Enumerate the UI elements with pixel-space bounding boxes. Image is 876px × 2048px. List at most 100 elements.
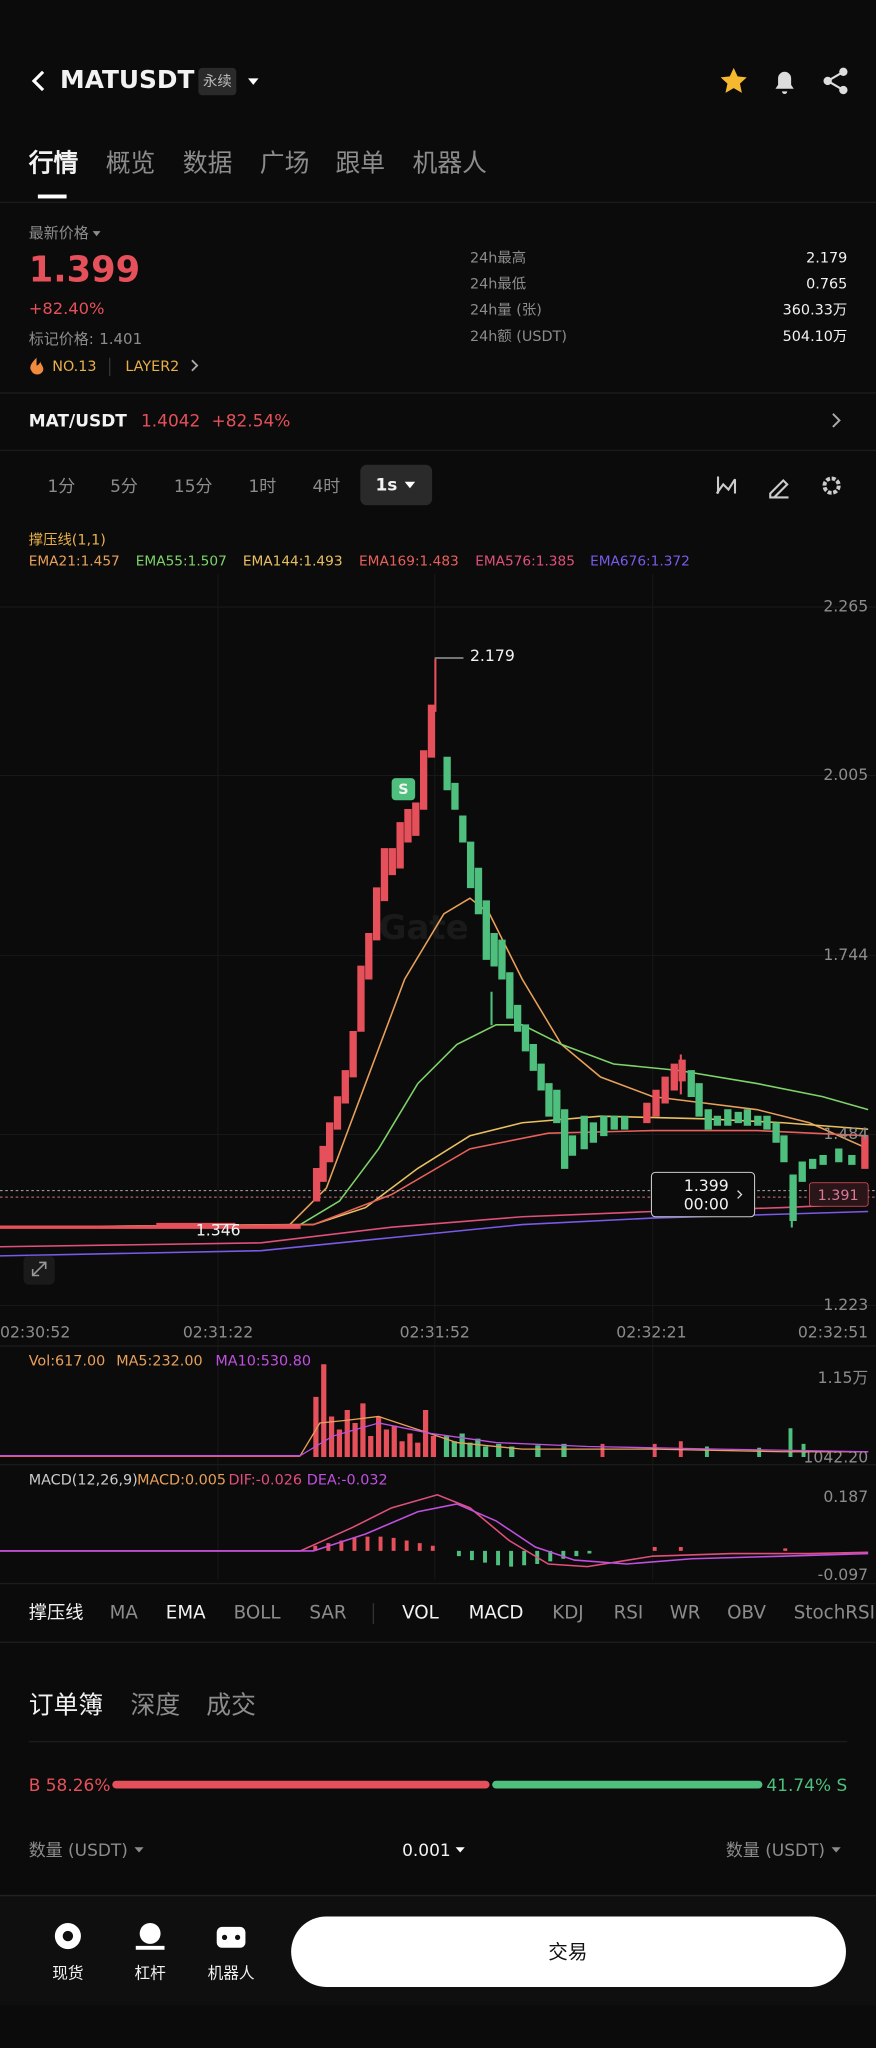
trade-button[interactable] [291, 1916, 846, 1987]
dif-line [0, 1493, 869, 1568]
tabs[interactable]: 行情 概览 数据 广场 跟单 机器人 [28, 148, 487, 177]
orderbook-tab[interactable]: 深度 [131, 1690, 181, 1719]
alert[interactable] [775, 71, 794, 94]
nav-item[interactable]: 机器人 [208, 1963, 255, 1982]
low-label: 1.346 [196, 1221, 241, 1240]
orderbook-columns[interactable]: 数量 (USDT) 0.001 数量 (USDT) [29, 1841, 841, 1861]
draw-icon[interactable] [769, 478, 789, 499]
ema-label: EMA144:1.493 [243, 553, 343, 569]
bot-icon[interactable] [216, 1926, 246, 1948]
column-header[interactable]: 数量 (USDT) [726, 1841, 825, 1861]
spot-pair[interactable]: MAT/USDT [29, 412, 128, 432]
price-axis: 2.265 2.005 1.744 1.484 1.223 [823, 597, 868, 1314]
settings-icon[interactable] [822, 476, 841, 495]
column-header[interactable]: 数量 (USDT) [29, 1841, 128, 1861]
interval[interactable]: 5分 [110, 477, 138, 497]
interval[interactable]: 1分 [47, 477, 75, 497]
expand-icon [31, 1261, 47, 1277]
indicator-icon[interactable] [715, 476, 737, 495]
orderbook-tab[interactable]: 订单簿 [29, 1690, 103, 1719]
chevron [737, 1190, 743, 1199]
ema-labels: EMA21:1.457 EMA55:1.507 EMA144:1.493 EMA… [29, 553, 690, 569]
back-button[interactable] [31, 70, 45, 92]
chevron [191, 359, 199, 372]
trade-label[interactable]: 交易 [548, 1941, 587, 1964]
tab[interactable]: 跟单 [336, 148, 386, 177]
nav-labels[interactable]: 现货 杠杆 机器人 [52, 1963, 255, 1982]
dropdown[interactable] [248, 78, 259, 85]
indicator-tab[interactable]: 撑压线 [29, 1603, 84, 1624]
spot-change: +82.54% [211, 412, 290, 432]
orderbook-tab[interactable]: 成交 [206, 1690, 256, 1719]
margin-icon[interactable] [139, 1923, 161, 1944]
chevron[interactable] [832, 413, 841, 428]
content: MATUSDT 永续 行情 概览 数据 广场 跟单 机器人 最新价格 1.399… [0, 65, 876, 2006]
favorite[interactable] [720, 67, 747, 93]
indicator-tab[interactable]: MA [110, 1603, 139, 1624]
change: +82.40% [29, 299, 105, 318]
indicator-tab[interactable]: RSI [614, 1603, 644, 1624]
price-tick: 1.484 [823, 1124, 868, 1143]
expand-button[interactable] [23, 1255, 55, 1285]
stat-label: 24h量 (张) [470, 302, 542, 319]
sector[interactable]: LAYER2 [125, 359, 179, 375]
indicator-tab[interactable]: MACD [469, 1603, 524, 1624]
price-tick: 2.265 [823, 597, 868, 616]
caret [134, 1847, 144, 1853]
indicator-tab[interactable]: BOLL [234, 1603, 282, 1624]
share [825, 70, 844, 91]
time-tick: 02:31:22 [183, 1322, 253, 1341]
macd-tick: -0.097 [818, 1565, 868, 1584]
tab[interactable]: 数据 [183, 148, 233, 177]
current-price: 1.399 [684, 1176, 729, 1195]
tab[interactable]: 机器人 [413, 148, 487, 177]
ema-lines [0, 897, 869, 1228]
interval-active-box[interactable] [360, 464, 433, 506]
volume-label: Vol:617.00 [29, 1354, 106, 1370]
flame [30, 357, 44, 375]
nav-item[interactable]: 杠杆 [134, 1963, 166, 1982]
time-tick: 02:30:52 [0, 1322, 70, 1341]
nav-item[interactable]: 现货 [52, 1963, 83, 1982]
indicator-tab[interactable]: KDJ [552, 1603, 583, 1624]
indicator-tab[interactable]: StochRSI [794, 1603, 875, 1624]
indicator-tab[interactable]: VOL [402, 1603, 440, 1624]
stat-label: 24h最低 [470, 276, 526, 293]
volume-labels: Vol:617.00 MA5:232.00 MA10:530.80 1.15万 … [29, 1354, 868, 1467]
price-tick: 2.005 [823, 765, 868, 784]
right-price: 1.391 [818, 1188, 859, 1204]
rank: NO.13 [52, 359, 96, 375]
orderbook-tabs[interactable]: 订单簿 深度 成交 [29, 1690, 256, 1719]
interval[interactable]: 1s [375, 476, 397, 496]
indicator-tab[interactable]: SAR [309, 1603, 346, 1624]
precision[interactable]: 0.001 [402, 1841, 451, 1861]
tab[interactable]: 概览 [106, 148, 156, 177]
signal-badge [391, 778, 416, 801]
interval[interactable]: 15分 [174, 477, 213, 497]
stat-value: 360.33万 [783, 303, 848, 319]
ema-label: EMA55:1.507 [136, 553, 227, 569]
stat-label: 24h额 (USDT) [470, 328, 567, 345]
symbol: MATUSDT [60, 65, 194, 94]
current-price-box[interactable] [650, 1171, 756, 1218]
share [839, 85, 848, 95]
indicator-tab[interactable]: OBV [727, 1603, 766, 1624]
countdown: 00:00 [684, 1194, 729, 1213]
indicator-name: 撑压线(1,1) [29, 531, 106, 548]
macd-tick: 0.187 [823, 1487, 868, 1506]
indicator-tab[interactable]: EMA [166, 1603, 206, 1624]
stat-value: 0.765 [806, 277, 847, 293]
indicator-tab[interactable]: WR [670, 1603, 701, 1624]
intervals[interactable]: 1分 5分 15分 1时 4时 1s [47, 464, 433, 506]
share[interactable] [823, 67, 848, 95]
interval[interactable]: 1时 [249, 477, 277, 497]
bot-eye [234, 1934, 241, 1940]
tab[interactable]: 广场 [260, 148, 310, 177]
indicator-tabs[interactable]: 撑压线 MA EMA BOLL SAR VOL MACD KDJ RSI WR … [29, 1603, 875, 1625]
tab[interactable]: 行情 [28, 148, 79, 177]
stats: 24h最高 2.179 24h最低 0.765 24h量 (张) 360.33万… [470, 249, 847, 344]
interval[interactable]: 4时 [312, 477, 340, 497]
macd-hist-up [313, 1536, 788, 1551]
